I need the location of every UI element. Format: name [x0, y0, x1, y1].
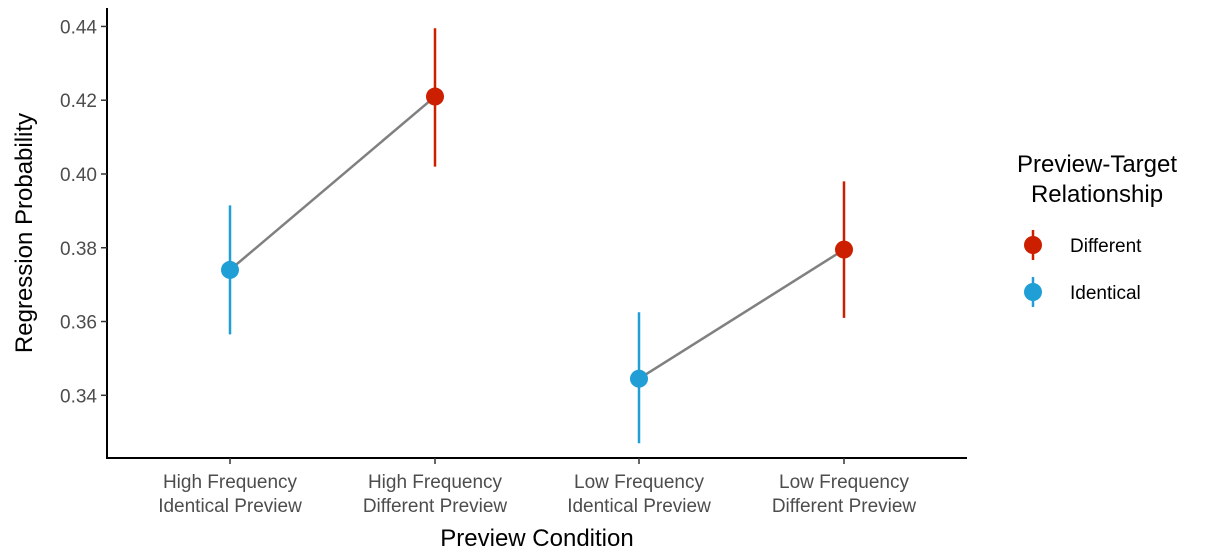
y-tick-label: 0.40 [60, 165, 97, 186]
x-tick-label: High Frequency Identical Preview [158, 472, 302, 517]
data-point [630, 369, 648, 388]
connector-line [229, 95, 436, 271]
data-point [221, 260, 239, 279]
axes: 0.34 0.36 0.38 0.40 0.42 0.44 High Frequency Id… [60, 8, 967, 517]
x-tick-label: High Frequency Different Preview [363, 472, 508, 517]
legend-key-point [1024, 236, 1042, 254]
y-tick-label: 0.38 [60, 239, 97, 260]
legend: Preview-Target Relationship Different Iden… [1017, 151, 1177, 307]
x-axis-title: Preview Condition [440, 525, 633, 552]
y-tick-label: 0.44 [60, 17, 97, 38]
y-tick-label: 0.36 [60, 313, 97, 334]
y-tick-label: 0.42 [60, 91, 97, 112]
legend-label: Different [1070, 236, 1142, 257]
x-tick-label: Low Frequency Identical Preview [567, 472, 711, 517]
plot-area [221, 28, 853, 444]
legend-title: Preview-Target Relationship [1017, 151, 1177, 208]
y-tick-label: 0.34 [60, 386, 97, 407]
data-point [426, 87, 444, 106]
data-point [835, 240, 853, 259]
x-tick-label: Low Frequency Different Preview [772, 472, 917, 517]
legend-label: Identical [1070, 283, 1141, 304]
y-axis-title: Regression Probability [11, 113, 38, 353]
connector-line [638, 248, 845, 380]
legend-key-point [1024, 283, 1042, 301]
